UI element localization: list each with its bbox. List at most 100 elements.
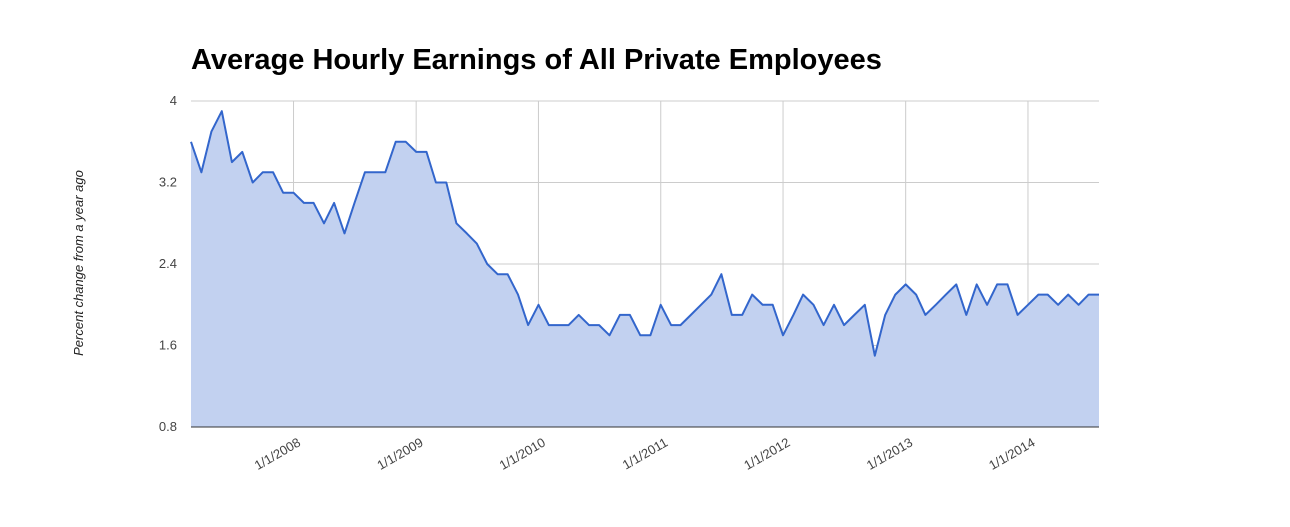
data-point [935, 304, 937, 306]
data-point [405, 141, 407, 143]
data-point [282, 192, 284, 194]
data-area [190, 110, 1100, 427]
chart-title: Average Hourly Earnings of All Private E… [191, 44, 882, 76]
data-point [905, 283, 907, 285]
data-point [1027, 304, 1029, 306]
data-point [802, 294, 804, 296]
y-tick-label: 2.4 [159, 256, 177, 271]
data-point [649, 334, 651, 336]
data-point [507, 273, 509, 275]
data-point [517, 294, 519, 296]
y-tick-label: 4 [170, 93, 177, 108]
data-point [466, 232, 468, 234]
data-point [445, 182, 447, 184]
data-point [497, 273, 499, 275]
data-point [619, 314, 621, 316]
data-point [568, 324, 570, 326]
series-line [190, 110, 1099, 357]
y-tick-label: 1.6 [159, 338, 177, 353]
data-point [323, 222, 325, 224]
data-point [210, 131, 212, 133]
data-point [548, 324, 550, 326]
data-point [884, 314, 886, 316]
data-point [720, 273, 722, 275]
data-point [333, 202, 335, 204]
data-point [435, 182, 437, 184]
data-point [670, 324, 672, 326]
area-fill [191, 111, 1099, 427]
data-point [1037, 294, 1039, 296]
data-point [690, 314, 692, 316]
data-point [262, 171, 264, 173]
data-point [252, 182, 254, 184]
data-point [455, 222, 457, 224]
x-tick-label: 1/1/2013 [864, 435, 915, 473]
data-point [833, 304, 835, 306]
data-point [476, 243, 478, 245]
data-point [874, 355, 876, 357]
data-point [792, 314, 794, 316]
data-point [313, 202, 315, 204]
data-point [588, 324, 590, 326]
y-axis-ticks: 4 3.2 2.4 1.6 0.8 [159, 93, 177, 434]
data-point [915, 294, 917, 296]
data-point [843, 324, 845, 326]
data-point [527, 324, 529, 326]
x-tick-label: 1/1/2008 [252, 435, 303, 473]
data-point [710, 294, 712, 296]
data-point [996, 283, 998, 285]
data-point [772, 304, 774, 306]
data-point [894, 294, 896, 296]
data-point [598, 324, 600, 326]
data-point [741, 314, 743, 316]
data-point [1057, 304, 1059, 306]
data-point [660, 304, 662, 306]
y-tick-label: 0.8 [159, 419, 177, 434]
data-point [680, 324, 682, 326]
y-axis-label: Percent change from a year ago [71, 170, 86, 356]
x-tick-label: 1/1/2012 [741, 435, 792, 473]
data-point [374, 171, 376, 173]
data-point [1017, 314, 1019, 316]
y-tick-label: 3.2 [159, 175, 177, 190]
data-point [976, 283, 978, 285]
data-point [200, 171, 202, 173]
data-point [639, 334, 641, 336]
data-point [190, 141, 192, 143]
data-point [864, 304, 866, 306]
data-point [1078, 304, 1080, 306]
data-point [609, 334, 611, 336]
data-point [384, 171, 386, 173]
data-point [813, 304, 815, 306]
data-point [751, 294, 753, 296]
data-point [221, 110, 223, 112]
data-point [762, 304, 764, 306]
data-point [1098, 294, 1100, 296]
data-point [1067, 294, 1069, 296]
data-point [1007, 283, 1009, 285]
data-point [955, 283, 957, 285]
data-point [231, 161, 233, 163]
data-point [986, 304, 988, 306]
x-tick-label: 1/1/2014 [986, 435, 1037, 473]
data-point [395, 141, 397, 143]
data-point [924, 314, 926, 316]
x-tick-label: 1/1/2010 [497, 435, 548, 473]
data-point [538, 304, 540, 306]
x-tick-label: 1/1/2009 [374, 435, 425, 473]
data-point [293, 192, 295, 194]
data-point [965, 314, 967, 316]
data-point [700, 304, 702, 306]
data-point [1047, 294, 1049, 296]
data-point [853, 314, 855, 316]
data-point [486, 263, 488, 265]
data-point [241, 151, 243, 153]
data-point [344, 232, 346, 234]
x-axis-ticks: 1/1/2008 1/1/2009 1/1/2010 1/1/2011 1/1/2012… [252, 435, 1038, 473]
data-point [578, 314, 580, 316]
data-point [426, 151, 428, 153]
data-point [629, 314, 631, 316]
data-point [945, 294, 947, 296]
data-point [415, 151, 417, 153]
